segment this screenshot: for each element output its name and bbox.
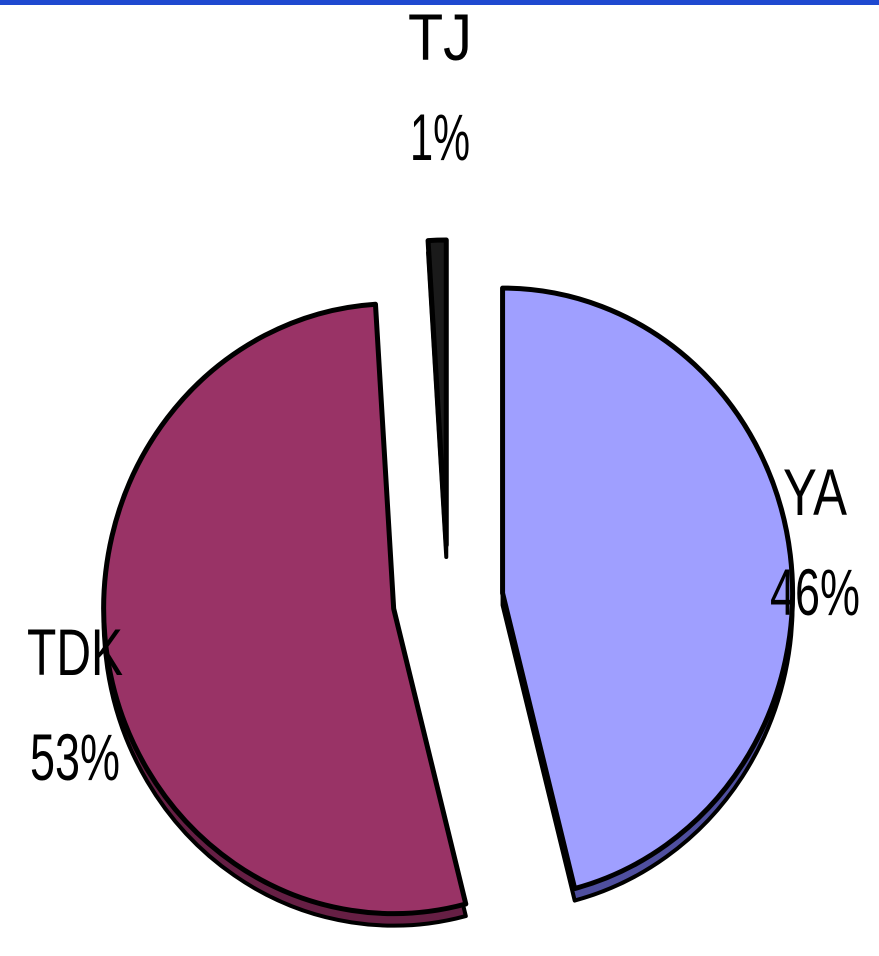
pie-slice-tdk	[101, 301, 469, 917]
slice-label-tdk: TDK	[27, 615, 123, 689]
slice-percent-tdk: 53%	[30, 720, 120, 794]
slice-percent-ya: 46%	[770, 555, 860, 629]
top-border-rule	[0, 0, 879, 5]
pie-slice-tj	[425, 237, 449, 548]
pie-slice-ya	[500, 285, 796, 892]
slice-label-tj: TJ	[408, 0, 472, 74]
slice-percent-tj: 1%	[410, 100, 470, 174]
slice-label-ya: YA	[783, 455, 847, 529]
